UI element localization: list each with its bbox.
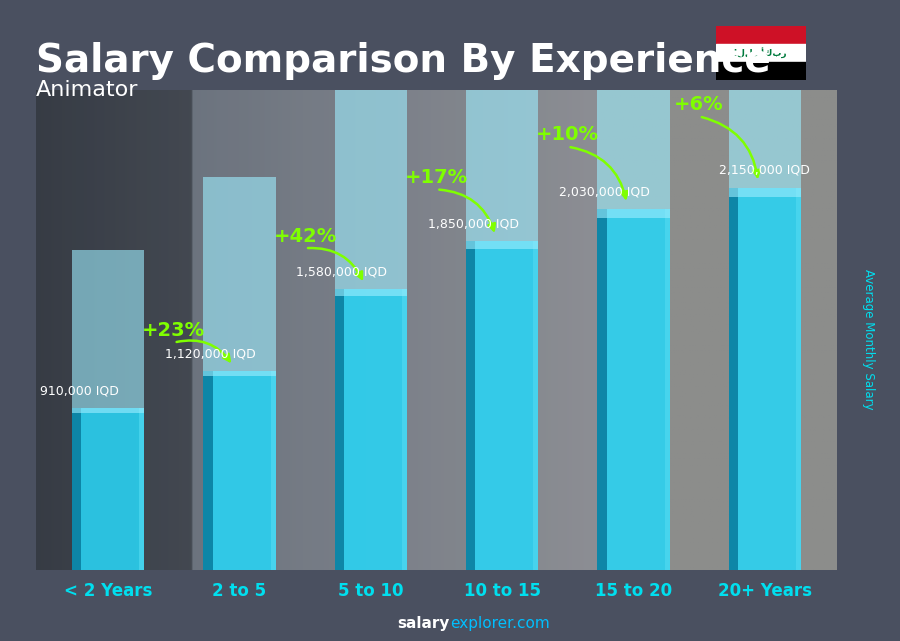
Text: Animator: Animator: [36, 80, 139, 100]
Bar: [72, 408, 144, 570]
Text: Salary Comparison By Experience: Salary Comparison By Experience: [36, 42, 770, 79]
Bar: [533, 241, 538, 570]
Bar: [729, 0, 801, 197]
Text: 1,120,000 IQD: 1,120,000 IQD: [166, 347, 256, 360]
Bar: [271, 371, 275, 570]
Bar: [466, 0, 538, 249]
Bar: [203, 177, 275, 376]
Bar: [729, 188, 801, 570]
Text: 1,580,000 IQD: 1,580,000 IQD: [296, 265, 388, 278]
Bar: [729, 188, 738, 570]
Text: 910,000 IQD: 910,000 IQD: [40, 385, 119, 398]
Text: salary: salary: [398, 617, 450, 631]
Bar: [203, 371, 275, 570]
Text: explorer.com: explorer.com: [450, 617, 550, 631]
Bar: [140, 408, 144, 570]
Bar: [716, 44, 806, 62]
Bar: [716, 62, 806, 80]
Bar: [466, 241, 538, 570]
Text: +10%: +10%: [536, 125, 599, 144]
Bar: [598, 0, 670, 218]
Bar: [716, 26, 806, 44]
Text: 1,850,000 IQD: 1,850,000 IQD: [428, 217, 518, 230]
Text: 2,150,000 IQD: 2,150,000 IQD: [719, 164, 810, 177]
Text: +23%: +23%: [142, 321, 205, 340]
Bar: [598, 209, 670, 570]
Bar: [664, 209, 670, 570]
Bar: [335, 289, 407, 570]
Bar: [796, 188, 801, 570]
Bar: [466, 241, 475, 570]
Text: +17%: +17%: [405, 168, 468, 187]
Text: +6%: +6%: [674, 95, 724, 114]
Bar: [335, 289, 344, 570]
Bar: [402, 289, 407, 570]
Text: Average Monthly Salary: Average Monthly Salary: [862, 269, 875, 410]
Bar: [72, 408, 82, 570]
Text: الله أكبر: الله أكبر: [734, 47, 787, 58]
Bar: [335, 15, 407, 296]
Text: +42%: +42%: [274, 226, 337, 246]
Bar: [598, 209, 607, 570]
Text: 2,030,000 IQD: 2,030,000 IQD: [559, 185, 650, 198]
Bar: [72, 251, 144, 413]
Bar: [203, 371, 212, 570]
